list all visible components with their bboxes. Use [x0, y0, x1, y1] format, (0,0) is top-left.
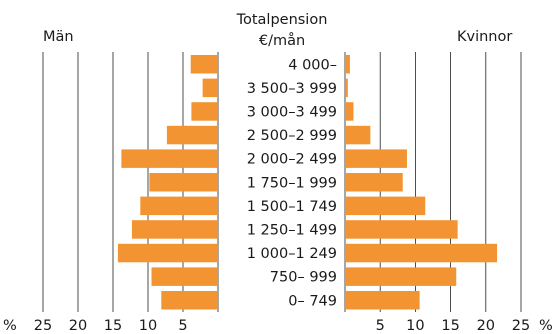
bar-women — [345, 102, 354, 121]
bar-women — [345, 78, 348, 98]
bar-men — [149, 173, 218, 192]
chart-title: Totalpension — [236, 12, 328, 28]
bars — [117, 55, 498, 310]
category-label: 1 250–1 499 — [247, 222, 337, 238]
bar-women — [345, 220, 458, 239]
bar-women — [345, 149, 407, 168]
bar-men — [202, 78, 218, 98]
category-label: 1 000–1 249 — [247, 246, 337, 262]
category-label: 3 000–3 499 — [247, 104, 337, 120]
right-tick-label: 15 — [441, 318, 459, 334]
right-tick-label: 5 — [376, 318, 385, 334]
tick-labels: 25 20 15 10 5 5 10 15 20 25 — [34, 318, 530, 334]
chart-title-unit: €/mån — [259, 32, 305, 49]
bar-men — [161, 291, 218, 310]
left-side-label: Män — [43, 29, 74, 45]
right-tick-label: 10 — [406, 318, 424, 334]
right-side-label: Kvinnor — [457, 29, 512, 45]
bar-women — [345, 243, 498, 263]
bar-women — [345, 267, 457, 286]
bar-men — [151, 267, 218, 286]
bar-men — [140, 196, 218, 216]
bar-men — [131, 220, 218, 239]
category-label: 1 500–1 749 — [247, 199, 337, 215]
left-tick-label: 20 — [69, 318, 87, 334]
right-tick-label: 20 — [477, 318, 495, 334]
bar-men — [190, 55, 218, 74]
left-tick-label: 25 — [34, 318, 52, 334]
right-axis-unit: % — [539, 318, 553, 334]
bar-men — [117, 243, 218, 263]
bar-women — [345, 55, 350, 74]
category-label: 2 000–2 499 — [247, 152, 337, 168]
left-tick-label: 15 — [104, 318, 122, 334]
left-tick-label: 10 — [139, 318, 157, 334]
left-tick-label: 5 — [178, 318, 187, 334]
category-label: 2 500–2 999 — [247, 128, 337, 144]
bar-men — [191, 102, 218, 121]
category-label: 0– 749 — [288, 293, 337, 309]
bar-women — [345, 291, 420, 310]
category-label: 3 500–3 999 — [247, 81, 337, 97]
category-label: 1 750–1 999 — [247, 175, 337, 191]
category-label: 4 000– — [288, 57, 337, 73]
left-axis-unit: % — [3, 318, 17, 334]
bar-men — [166, 125, 218, 145]
bar-women — [345, 196, 426, 216]
right-tick-label: 25 — [512, 318, 530, 334]
bar-women — [345, 173, 403, 192]
bar-men — [121, 149, 218, 168]
category-labels: 4 000– 3 500–3 999 3 000–3 499 2 500–2 999 2… — [247, 57, 337, 309]
category-label: 750– 999 — [270, 270, 337, 286]
bar-women — [345, 125, 371, 145]
